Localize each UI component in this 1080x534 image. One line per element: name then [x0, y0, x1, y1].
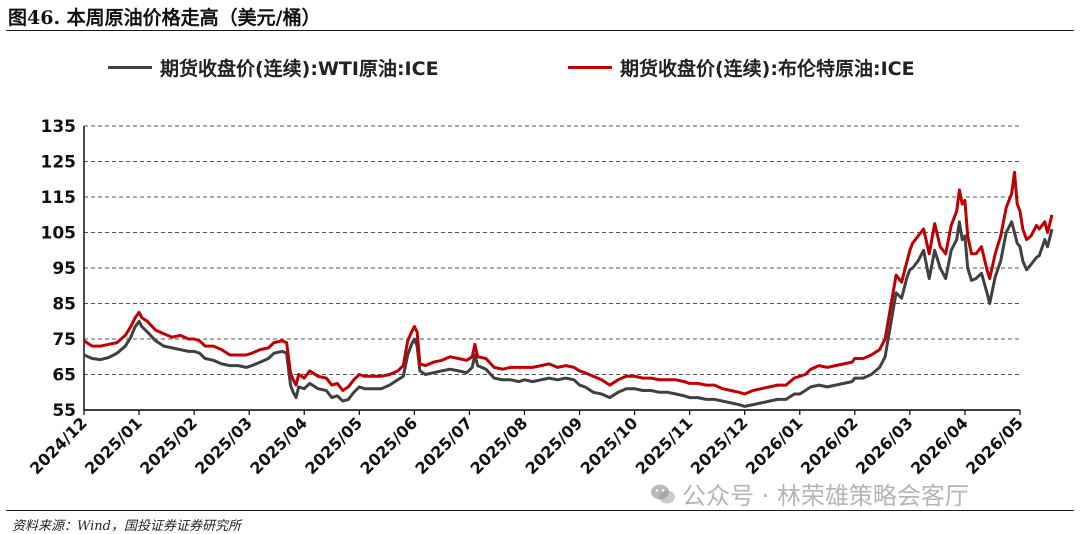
y-tick-label: 55 [52, 401, 76, 421]
x-tick-label: 2024/12 [26, 413, 91, 478]
x-tick-label: 2025/09 [522, 413, 587, 478]
x-tick-label: 2025/08 [466, 413, 531, 478]
legend-item-wti: 期货收盘价(连续):WTI原油:ICE [108, 54, 439, 80]
x-tick-label: 2025/03 [191, 413, 256, 478]
y-tick-label: 115 [41, 188, 77, 208]
x-tick-label: 2025/02 [136, 413, 201, 478]
legend-label-wti: 期货收盘价(连续):WTI原油:ICE [160, 57, 439, 80]
x-tick-label: 2025/10 [577, 413, 642, 478]
x-tick-label: 2025/04 [246, 413, 311, 478]
y-tick-label: 135 [41, 117, 77, 137]
chart-title: 图46. 本周原油价格走高（美元/桶） [8, 7, 321, 29]
y-tick-label: 95 [52, 259, 76, 279]
y-tick-label: 75 [52, 330, 76, 350]
x-tick-label: 2025/11 [632, 413, 697, 478]
legend-label-brent: 期货收盘价(连续):布伦特原油:ICE [620, 57, 915, 80]
watermark-text: 公众号 · 林荣雄策略会客厅 [682, 482, 969, 510]
x-tick-label: 2025/06 [356, 413, 421, 478]
source-note: 资料来源：Wind，国投证券证券研究所 [12, 519, 241, 534]
x-tick-label: 2025/01 [81, 413, 146, 478]
y-tick-label: 65 [52, 366, 76, 386]
x-tick-label: 2026/01 [742, 413, 807, 478]
x-tick-label: 2026/04 [907, 413, 972, 478]
y-tick-label: 125 [41, 153, 77, 173]
legend-swatch-brent [568, 65, 612, 69]
x-tick-label: 2026/05 [962, 413, 1027, 478]
footer-rule [6, 510, 1074, 511]
y-tick-label: 85 [52, 295, 76, 315]
title-rule [6, 30, 1074, 31]
series-line-wti [83, 220, 1054, 408]
x-tick-label: 2026/03 [852, 413, 917, 478]
legend-item-brent: 期货收盘价(连续):布伦特原油:ICE [568, 54, 915, 80]
watermark: 公众号 · 林荣雄策略会客厅 [650, 476, 969, 511]
wechat-icon [651, 484, 675, 503]
x-tick-label: 2025/12 [687, 413, 752, 478]
x-tick-label: 2026/02 [797, 413, 862, 478]
x-tick-label: 2025/07 [411, 413, 476, 478]
legend-swatch-wti [108, 65, 152, 69]
y-tick-label: 105 [41, 224, 77, 244]
series-line-brent [83, 170, 1054, 396]
x-tick-label: 2025/05 [301, 413, 366, 478]
